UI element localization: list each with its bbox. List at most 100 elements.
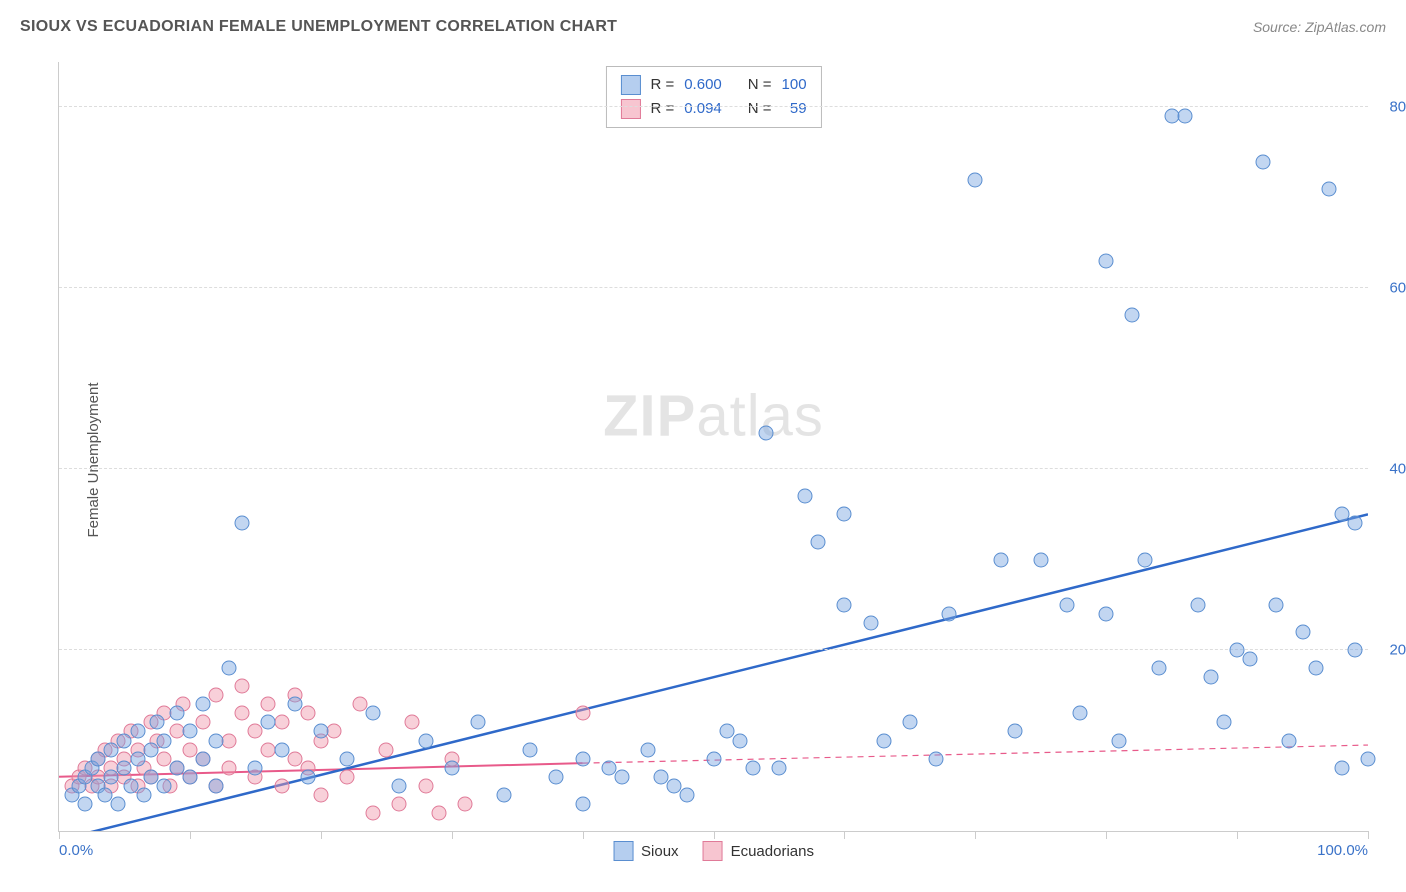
legend-item-sioux: Sioux [613, 841, 679, 861]
legend-series: Sioux Ecuadorians [613, 841, 814, 861]
n-label: N = [748, 97, 772, 121]
point-sioux [91, 751, 106, 766]
point-sioux [130, 751, 145, 766]
point-sioux [150, 715, 165, 730]
point-ecuadorians [405, 715, 420, 730]
point-sioux [137, 787, 152, 802]
point-sioux [1099, 606, 1114, 621]
point-sioux [1361, 751, 1376, 766]
gridline [59, 649, 1368, 650]
point-sioux [1217, 715, 1232, 730]
point-ecuadorians [339, 769, 354, 784]
gridline [59, 468, 1368, 469]
point-sioux [1347, 643, 1362, 658]
point-sioux [1269, 597, 1284, 612]
point-ecuadorians [274, 715, 289, 730]
point-sioux [444, 760, 459, 775]
point-sioux [1033, 552, 1048, 567]
legend-item-ecuadorians: Ecuadorians [703, 841, 814, 861]
chart-header: SIOUX VS ECUADORIAN FEMALE UNEMPLOYMENT … [20, 18, 1386, 36]
point-sioux [1282, 733, 1297, 748]
point-sioux [392, 778, 407, 793]
y-tick-label: 40.0% [1389, 461, 1406, 478]
point-sioux [719, 724, 734, 739]
point-sioux [902, 715, 917, 730]
chart-source: Source: ZipAtlas.com [1253, 19, 1386, 35]
point-sioux [968, 172, 983, 187]
point-sioux [366, 706, 381, 721]
point-sioux [1256, 154, 1271, 169]
point-sioux [706, 751, 721, 766]
point-sioux [994, 552, 1009, 567]
point-sioux [313, 724, 328, 739]
legend-label: Ecuadorians [731, 843, 814, 860]
chart-area: Female Unemployment ZIPatlas R = 0.600 N… [20, 50, 1386, 870]
point-ecuadorians [418, 778, 433, 793]
point-sioux [929, 751, 944, 766]
point-ecuadorians [366, 805, 381, 820]
x-tick [583, 831, 584, 839]
point-ecuadorians [300, 706, 315, 721]
point-sioux [771, 760, 786, 775]
point-sioux [1203, 670, 1218, 685]
point-sioux [837, 597, 852, 612]
point-sioux [876, 733, 891, 748]
point-ecuadorians [209, 688, 224, 703]
x-tick [1237, 831, 1238, 839]
point-sioux [182, 769, 197, 784]
x-tick [59, 831, 60, 839]
point-sioux [1112, 733, 1127, 748]
swatch-blue-icon [613, 841, 633, 861]
point-sioux [654, 769, 669, 784]
point-sioux [1321, 181, 1336, 196]
point-sioux [117, 760, 132, 775]
watermark-bold: ZIP [603, 383, 696, 448]
point-ecuadorians [274, 778, 289, 793]
watermark: ZIPatlas [603, 382, 824, 449]
point-ecuadorians [457, 796, 472, 811]
legend-row-sioux: R = 0.600 N = 100 [620, 73, 806, 97]
point-sioux [104, 769, 119, 784]
r-value: 0.600 [684, 73, 722, 97]
point-ecuadorians [235, 679, 250, 694]
point-sioux [758, 425, 773, 440]
x-tick [321, 831, 322, 839]
point-sioux [549, 769, 564, 784]
point-sioux [745, 760, 760, 775]
point-sioux [942, 606, 957, 621]
y-tick-label: 60.0% [1389, 280, 1406, 297]
point-sioux [300, 769, 315, 784]
point-ecuadorians [235, 706, 250, 721]
point-sioux [1190, 597, 1205, 612]
point-sioux [837, 507, 852, 522]
point-sioux [110, 796, 125, 811]
x-tick [190, 831, 191, 839]
point-sioux [575, 796, 590, 811]
point-sioux [182, 724, 197, 739]
point-sioux [1295, 624, 1310, 639]
point-sioux [1007, 724, 1022, 739]
point-sioux [195, 697, 210, 712]
point-ecuadorians [313, 787, 328, 802]
point-ecuadorians [379, 742, 394, 757]
x-tick [1368, 831, 1369, 839]
point-ecuadorians [431, 805, 446, 820]
point-sioux [248, 760, 263, 775]
x-tick [1106, 831, 1107, 839]
n-label: N = [748, 73, 772, 97]
x-tick [452, 831, 453, 839]
r-label: R = [650, 73, 674, 97]
legend-label: Sioux [641, 843, 679, 860]
r-value: 0.094 [684, 97, 722, 121]
swatch-blue-icon [620, 75, 640, 95]
point-sioux [143, 742, 158, 757]
point-sioux [1073, 706, 1088, 721]
y-tick-label: 20.0% [1389, 642, 1406, 659]
x-tick [714, 831, 715, 839]
point-sioux [78, 796, 93, 811]
point-ecuadorians [261, 697, 276, 712]
point-sioux [287, 697, 302, 712]
gridline [59, 106, 1368, 107]
point-sioux [117, 733, 132, 748]
point-sioux [470, 715, 485, 730]
